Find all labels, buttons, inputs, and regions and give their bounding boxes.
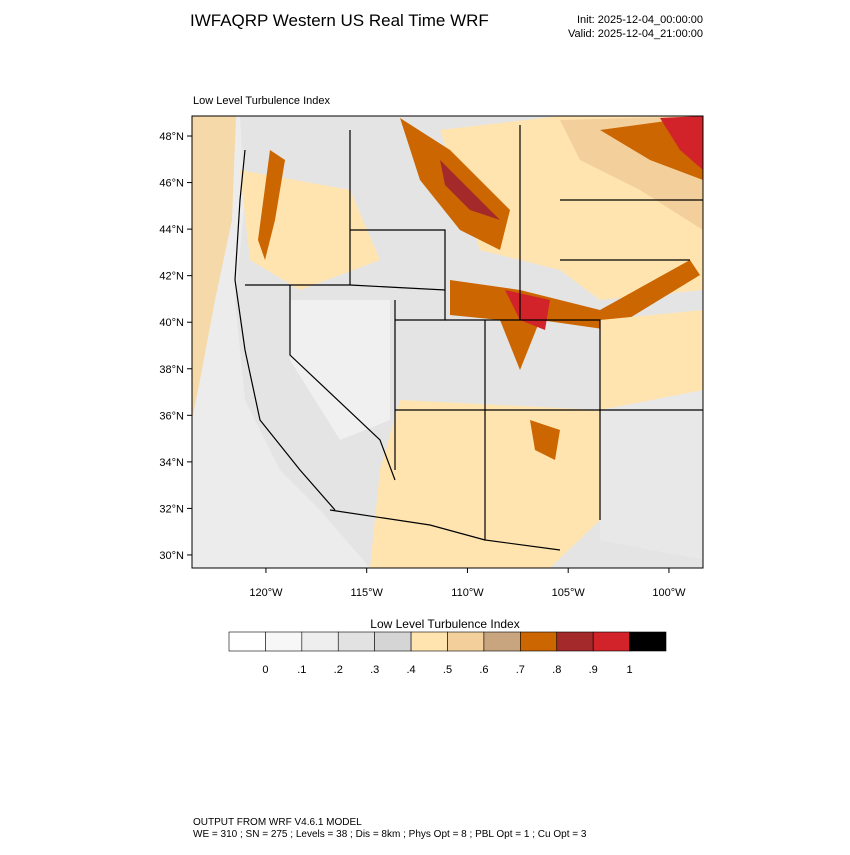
lon-tick-label: 105°W: [552, 587, 586, 599]
colorbar-box: [265, 631, 303, 652]
lat-tick-label: 30°N: [159, 550, 184, 562]
colorbar-box: [629, 631, 667, 652]
colorbar-box: [483, 631, 521, 652]
lat-tick-label: 44°N: [159, 224, 184, 236]
map-title: Low Level Turbulence Index: [193, 95, 330, 107]
lat-tick-label: 32°N: [159, 503, 184, 515]
colorbar-tick-label: 1: [627, 664, 633, 676]
colorbar-box: [301, 631, 339, 652]
colorbar-box: [337, 631, 375, 652]
lat-tick-label: 48°N: [159, 131, 184, 143]
colorbar-tick-label: .9: [589, 664, 598, 676]
colorbar-box: [228, 631, 266, 652]
lon-tick-label: 115°W: [351, 587, 384, 599]
title: IWFAQRP Western US Real Time WRF: [190, 11, 489, 30]
colorbar-box: [520, 631, 558, 652]
valid-time: Valid: 2025-12-04_21:00:00: [568, 28, 703, 40]
colorbar-box: [592, 631, 630, 652]
colorbar-tick-label: .2: [334, 664, 343, 676]
colorbar-box: [556, 631, 594, 652]
colorbar-box: [374, 631, 412, 652]
lon-tick-label: 120°W: [249, 587, 283, 599]
lat-tick-label: 40°N: [159, 317, 184, 329]
lat-tick-label: 36°N: [159, 410, 184, 422]
lat-tick-label: 34°N: [159, 457, 184, 469]
colorbar-tick-label: 0: [262, 664, 268, 676]
lon-tick-label: 110°W: [451, 587, 484, 599]
colorbar-box: [410, 631, 448, 652]
footer-line: OUTPUT FROM WRF V4.6.1 MODEL: [193, 817, 362, 828]
colorbar-tick-label: .1: [297, 664, 306, 676]
map-field: [191, 115, 704, 569]
footer-line: WE = 310 ; SN = 275 ; Levels = 38 ; Dis …: [193, 829, 587, 840]
colorbar-tick-label: .7: [516, 664, 525, 676]
lat-tick-label: 42°N: [159, 271, 184, 283]
colorbar-tick-label: .3: [370, 664, 379, 676]
colorbar-box: [447, 631, 485, 652]
colorbar-tick-label: .5: [443, 664, 452, 676]
colorbar-title: Low Level Turbulence Index: [370, 617, 519, 631]
colorbar-tick-label: .6: [479, 664, 488, 676]
init-time: Init: 2025-12-04_00:00:00: [577, 14, 703, 26]
colorbar-tick-label: .4: [406, 664, 415, 676]
colorbar-tick-label: .8: [552, 664, 561, 676]
lat-tick-label: 38°N: [159, 364, 184, 376]
lon-tick-label: 100°W: [652, 587, 686, 599]
lat-tick-label: 46°N: [159, 178, 184, 190]
